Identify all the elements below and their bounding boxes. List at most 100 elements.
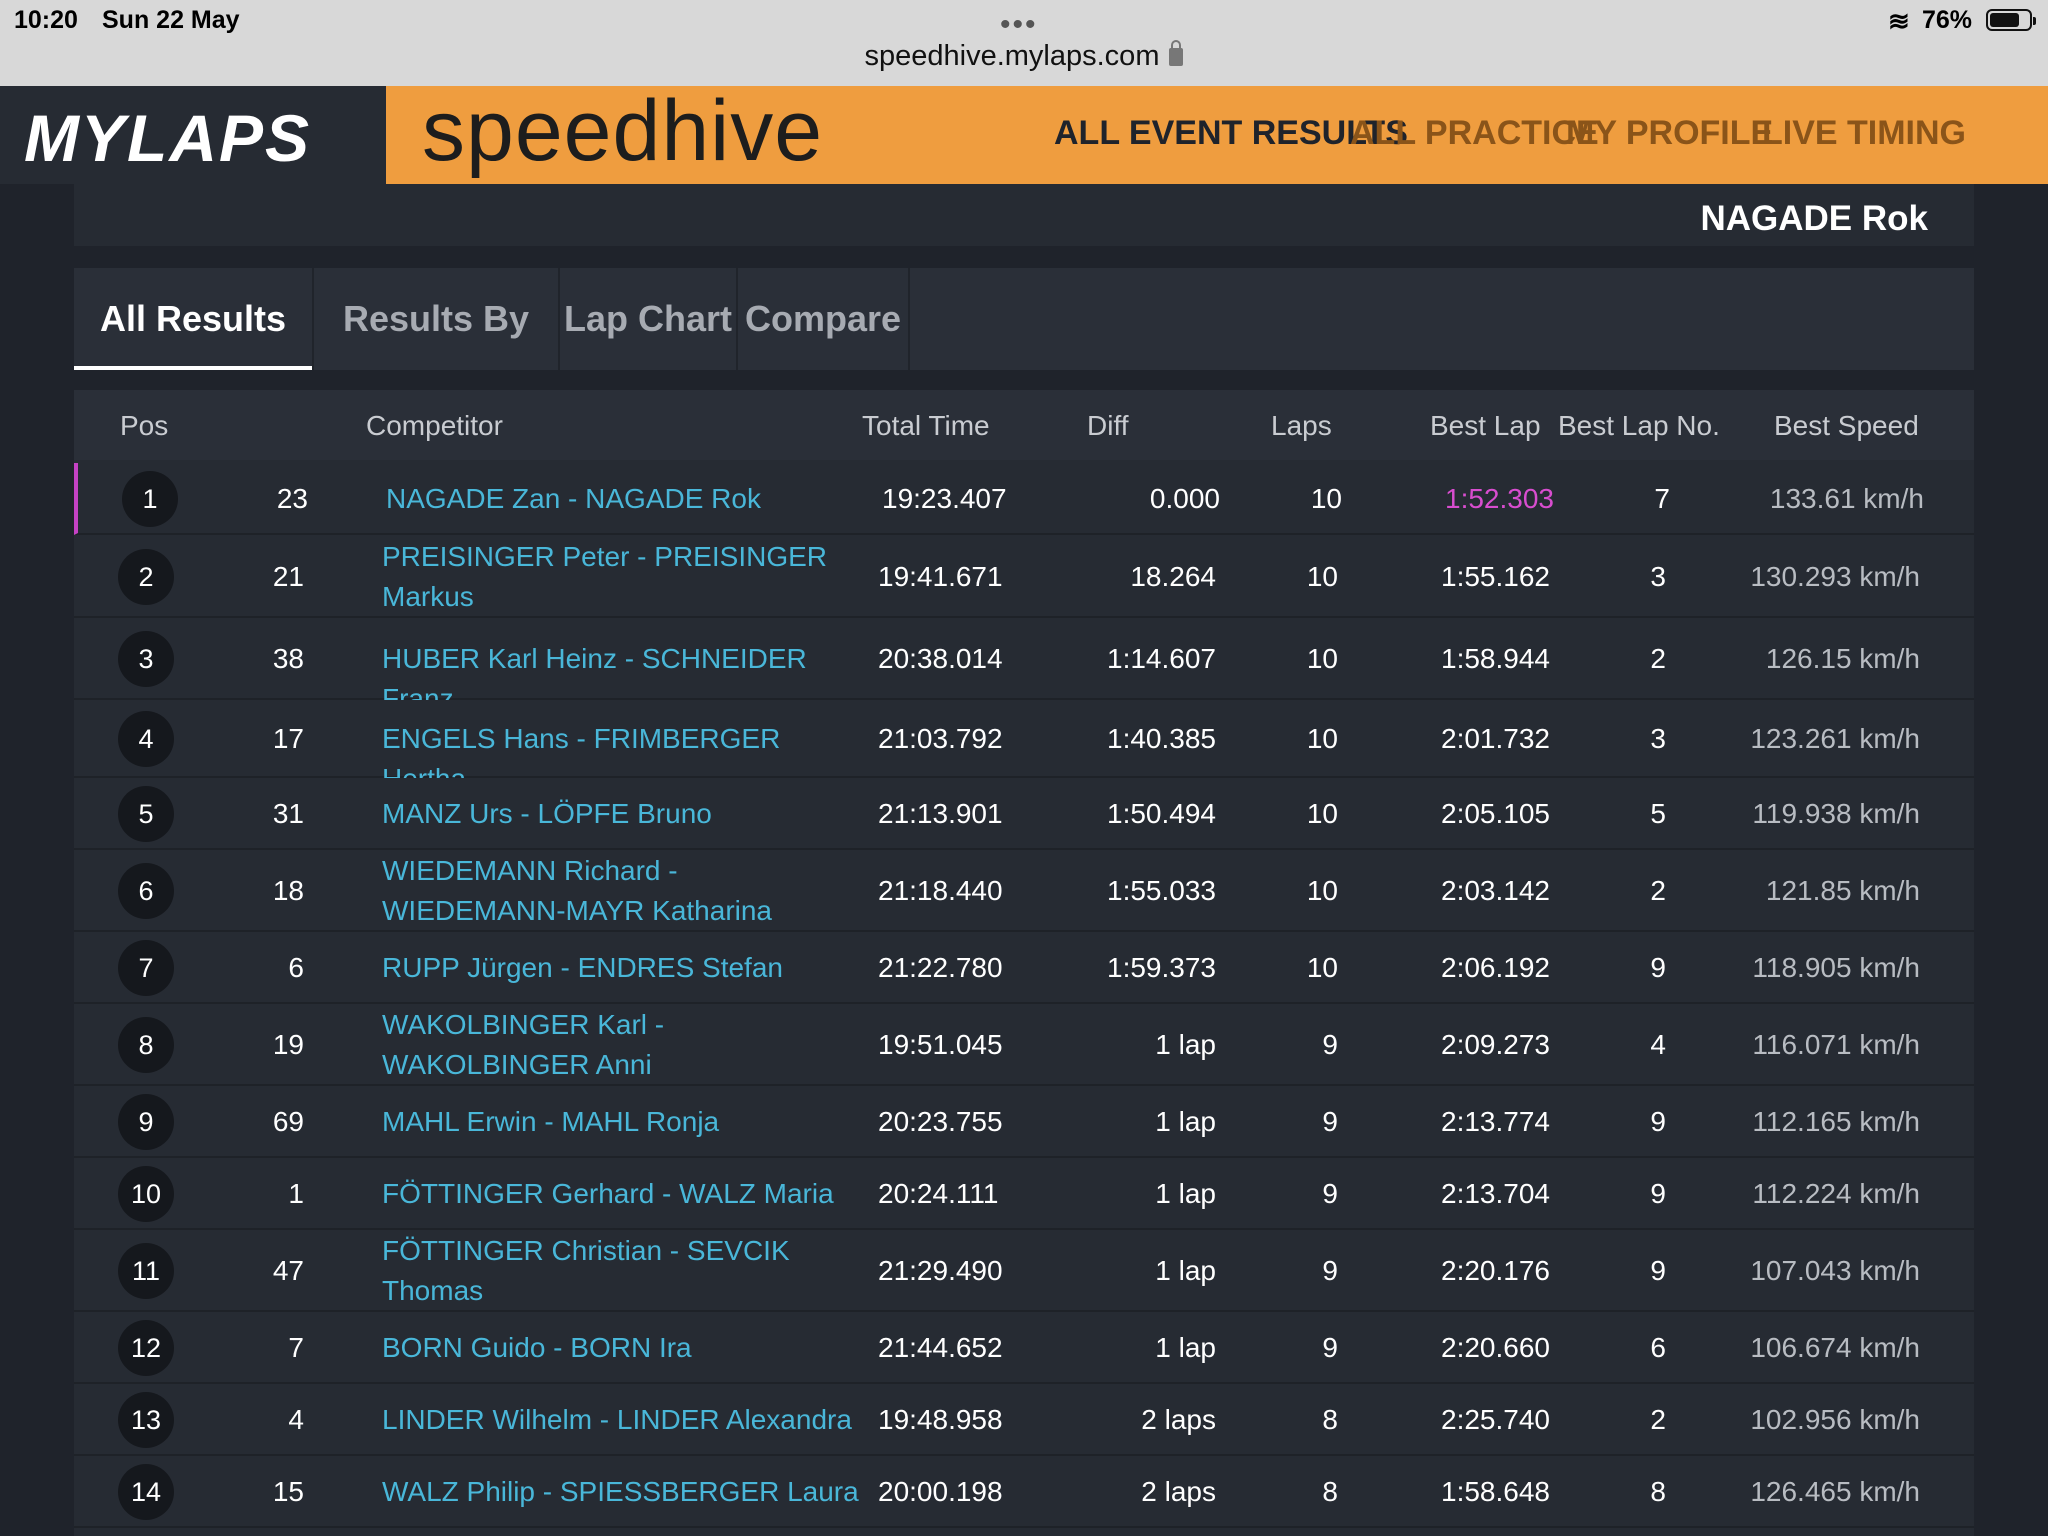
total-time: 19:51.045 bbox=[878, 1029, 1003, 1060]
col-best-lap[interactable]: Best Lap bbox=[1430, 410, 1541, 441]
table-row[interactable]: 1 23 NAGADE Zan - NAGADE Rok 19:23.407 0.000… bbox=[74, 463, 1974, 535]
col-best-speed[interactable]: Best Speed bbox=[1774, 410, 1919, 441]
table-row[interactable]: 11 47 FÖTTINGER Christian - SEVCIK Thomas 2… bbox=[74, 1230, 1974, 1312]
competitor-link[interactable]: FÖTTINGER Gerhard - WALZ Maria bbox=[382, 1178, 834, 1209]
table-row[interactable]: 14 15 WALZ Philip - SPIESSBERGER Laura 20:0… bbox=[74, 1456, 1974, 1528]
competitor-link[interactable]: WAKOLBINGER Karl - WAKOLBINGER Anni bbox=[382, 1009, 665, 1080]
position-badge: 3 bbox=[118, 631, 174, 687]
laps-value: 10 bbox=[1306, 952, 1338, 983]
position-badge: 6 bbox=[118, 863, 174, 919]
best-lap-number: 2 bbox=[1650, 875, 1666, 906]
total-time: 20:24.111 bbox=[878, 1178, 999, 1209]
diff-value: 1 lap bbox=[1155, 1255, 1216, 1286]
best-lap-time: 2:09.273 bbox=[1441, 1029, 1550, 1060]
competitor-link[interactable]: WIEDEMANN Richard - WIEDEMANN-MAYR Katha… bbox=[382, 855, 773, 926]
best-speed: 112.224 km/h bbox=[1752, 1178, 1920, 1209]
more-dots-icon[interactable]: ••• bbox=[1000, 8, 1038, 41]
total-time: 20:23.755 bbox=[878, 1106, 1003, 1137]
speedhive-logo[interactable]: speedhive bbox=[422, 83, 824, 179]
position-badge: 5 bbox=[118, 786, 174, 842]
table-row[interactable]: 12 7 BORN Guido - BORN Ira 21:44.652 1 lap 9 2… bbox=[74, 1312, 1974, 1384]
nav-all-event-results[interactable]: ALL EVENT RESULTS bbox=[1054, 114, 1408, 152]
results-tabs: All Results Results By Class Lap Chart C… bbox=[74, 268, 1974, 441]
laps-value: 10 bbox=[1306, 798, 1338, 829]
address-bar[interactable]: speedhive.mylaps.com bbox=[0, 40, 2048, 73]
diff-value: 1:40.385 bbox=[1107, 723, 1216, 754]
car-number: 17 bbox=[272, 723, 304, 754]
battery-icon bbox=[1986, 9, 2036, 31]
best-lap-number: 5 bbox=[1650, 798, 1666, 829]
best-lap-number: 3 bbox=[1650, 723, 1666, 754]
tab-compare[interactable]: Compare bbox=[738, 268, 910, 370]
url-text: speedhive.mylaps.com bbox=[864, 40, 1160, 72]
table-row[interactable]: 5 31 MANZ Urs - LÖPFE Bruno 21:13.901 1:50.4… bbox=[74, 778, 1974, 850]
table-row[interactable]: 9 69 MAHL Erwin - MAHL Ronja 20:23.755 1 lap… bbox=[74, 1086, 1974, 1158]
best-lap-time: 2:13.704 bbox=[1441, 1178, 1550, 1209]
competitor-link[interactable]: MAHL Erwin - MAHL Ronja bbox=[382, 1106, 720, 1137]
tab-all-results[interactable]: All Results bbox=[74, 268, 314, 370]
diff-value: 2 laps bbox=[1141, 1404, 1216, 1435]
selected-competitor-name: NAGADE Rok bbox=[1700, 199, 1928, 238]
nav-live-timing[interactable]: LIVE TIMING bbox=[1762, 114, 1966, 152]
laps-value: 9 bbox=[1322, 1332, 1338, 1363]
diff-value: 1:59.373 bbox=[1107, 952, 1216, 983]
best-speed: 118.905 km/h bbox=[1752, 952, 1920, 983]
tab-results-by-class[interactable]: Results By Class bbox=[314, 268, 560, 441]
status-time: 10:20 bbox=[14, 6, 78, 34]
total-time: 19:23.407 bbox=[882, 483, 1007, 514]
total-time: 19:41.671 bbox=[878, 561, 1003, 592]
competitor-link[interactable]: WALZ Philip - SPIESSBERGER Laura bbox=[382, 1476, 859, 1507]
table-row[interactable]: 10 1 FÖTTINGER Gerhard - WALZ Maria 20:24.1… bbox=[74, 1158, 1974, 1230]
nav-my-profile[interactable]: MY PROFILE bbox=[1566, 114, 1774, 152]
best-lap-time: 1:58.648 bbox=[1441, 1476, 1550, 1507]
position-badge: 9 bbox=[118, 1094, 174, 1150]
best-lap-time: 2:13.774 bbox=[1441, 1106, 1550, 1137]
tab-lap-chart[interactable]: Lap Chart bbox=[560, 268, 738, 370]
battery-level bbox=[1990, 13, 2019, 27]
total-time: 21:13.901 bbox=[878, 798, 1003, 829]
table-row[interactable]: 13 4 LINDER Wilhelm - LINDER Alexandra 19:4… bbox=[74, 1384, 1974, 1456]
car-number: 19 bbox=[272, 1029, 304, 1060]
car-number: 47 bbox=[272, 1255, 304, 1286]
table-row[interactable]: 7 6 RUPP Jürgen - ENDRES Stefan 21:22.780 1:… bbox=[74, 932, 1974, 1004]
position-badge: 1 bbox=[122, 471, 178, 527]
diff-value: 1:50.494 bbox=[1107, 798, 1216, 829]
best-lap-number: 8 bbox=[1650, 1476, 1666, 1507]
competitor-link[interactable]: MANZ Urs - LÖPFE Bruno bbox=[382, 798, 712, 829]
position-badge: 8 bbox=[118, 1017, 174, 1073]
competitor-link[interactable]: LINDER Wilhelm - LINDER Alexandra bbox=[382, 1404, 852, 1435]
best-speed: 102.956 km/h bbox=[1750, 1404, 1920, 1435]
laps-value: 9 bbox=[1322, 1178, 1338, 1209]
laps-value: 10 bbox=[1306, 875, 1338, 906]
col-laps[interactable]: Laps bbox=[1271, 410, 1332, 441]
position-badge: 12 bbox=[118, 1320, 174, 1376]
col-best-lap-no[interactable]: Best Lap No. bbox=[1558, 410, 1720, 441]
status-bar: 10:20 Sun 22 May ••• speedhive.mylaps.co… bbox=[0, 0, 2048, 86]
competitor-link[interactable]: PREISINGER Peter - PREISINGER Markus bbox=[382, 541, 827, 612]
laps-value: 9 bbox=[1322, 1255, 1338, 1286]
competitor-link[interactable]: FÖTTINGER Christian - SEVCIK Thomas bbox=[382, 1235, 790, 1306]
best-lap-number: 7 bbox=[1654, 483, 1670, 514]
total-time: 19:48.958 bbox=[878, 1404, 1003, 1435]
competitor-link[interactable]: RUPP Jürgen - ENDRES Stefan bbox=[382, 952, 783, 983]
table-row[interactable]: 6 18 WIEDEMANN Richard - WIEDEMANN-MAYR Ka… bbox=[74, 850, 1974, 932]
table-row[interactable]: 3 38 HUBER Karl Heinz - SCHNEIDER Franz 20:… bbox=[74, 618, 1974, 714]
table-row[interactable]: 8 19 WAKOLBINGER Karl - WAKOLBINGER Anni 19… bbox=[74, 1004, 1974, 1086]
best-lap-time: 2:20.660 bbox=[1441, 1332, 1550, 1363]
col-competitor[interactable]: Competitor bbox=[366, 410, 503, 441]
best-speed: 130.293 km/h bbox=[1750, 561, 1920, 592]
col-pos[interactable]: Pos bbox=[120, 410, 169, 441]
col-diff[interactable]: Diff bbox=[1087, 410, 1129, 441]
best-lap-number: 4 bbox=[1650, 1029, 1666, 1060]
table-row[interactable]: 2 21 PREISINGER Peter - PREISINGER Markus 1… bbox=[74, 536, 1974, 618]
competitor-link[interactable]: BORN Guido - BORN Ira bbox=[382, 1332, 692, 1363]
best-lap-time: 2:25.740 bbox=[1441, 1404, 1550, 1435]
nav-all-practice[interactable]: ALL PRACTICE bbox=[1350, 114, 1599, 152]
col-total-time[interactable]: Total Time bbox=[862, 410, 990, 441]
mylaps-logo[interactable]: MYLAPS bbox=[0, 86, 386, 184]
competitor-link[interactable]: NAGADE Zan - NAGADE Rok bbox=[386, 483, 761, 514]
car-number: 38 bbox=[272, 643, 304, 674]
table-header: Pos Competitor Total Time Diff Laps Best… bbox=[74, 390, 1974, 460]
diff-value: 1:14.607 bbox=[1107, 643, 1216, 674]
